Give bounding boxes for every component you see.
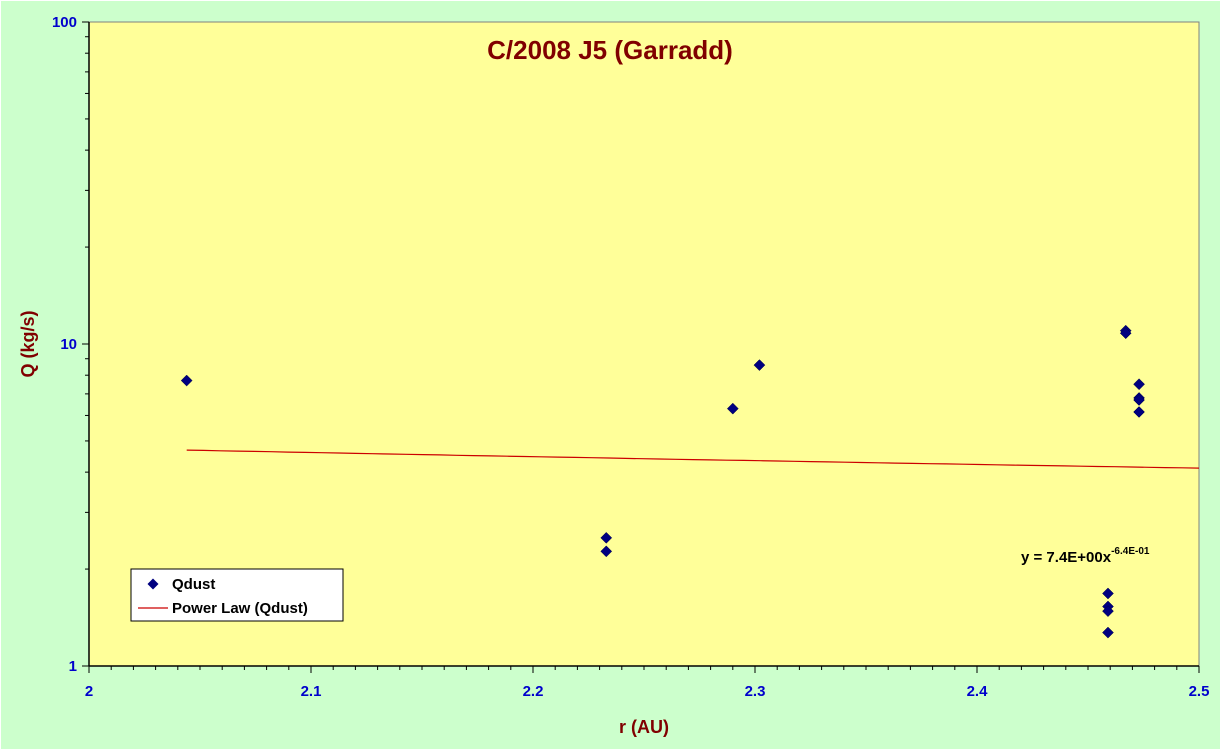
data-point <box>600 532 613 544</box>
x-tick-label: 2.3 <box>745 683 766 700</box>
data-point <box>726 402 739 415</box>
data-point <box>1102 587 1114 600</box>
power-law-fit-line <box>186 449 1200 469</box>
x-tick-label: 2.2 <box>523 683 544 700</box>
x-tick-label: 2.4 <box>967 683 989 700</box>
fit-line-group <box>186 449 1200 469</box>
x-tick-label: 2.1 <box>301 683 322 700</box>
x-tick-label: 2.5 <box>1189 683 1210 700</box>
legend-box <box>130 568 344 622</box>
y-tick-label: 10 <box>60 336 77 353</box>
data-point <box>1102 605 1114 618</box>
data-point <box>1133 394 1145 406</box>
fit-equation-exponent: -6.4E-01 <box>1111 546 1150 557</box>
data-point <box>1102 626 1114 639</box>
y-tick-labels: 1 10 100 <box>52 14 77 675</box>
data-point <box>1133 378 1145 391</box>
data-points <box>180 324 1145 639</box>
y-tick-label: 100 <box>52 14 77 31</box>
fit-equation: y = 7.4E+00x-6.4E-01 <box>1021 546 1150 566</box>
legend-label-power-law: Power Law (Qdust) <box>172 600 308 617</box>
data-point <box>1133 406 1145 418</box>
data-point <box>1119 327 1132 340</box>
y-tick-label: 1 <box>69 658 77 675</box>
legend-marker-qdust <box>147 578 159 590</box>
data-point <box>753 359 766 371</box>
data-point <box>600 545 613 558</box>
x-tick-labels: 2 2.1 2.2 2.3 2.4 2.5 <box>85 683 1210 700</box>
legend: Qdust Power Law (Qdust) <box>130 568 344 622</box>
plot-area <box>88 21 1200 667</box>
fit-equation-base: y = 7.4E+00x <box>1021 549 1112 566</box>
chart-title: C/2008 J5 (Garradd) <box>487 35 733 65</box>
legend-label-qdust: Qdust <box>172 576 215 593</box>
x-axis-label: r (AU) <box>619 717 669 737</box>
data-point <box>180 374 193 387</box>
axis-ticks <box>82 21 1200 673</box>
y-axis-label: Q (kg/s) <box>18 310 38 377</box>
x-tick-label: 2 <box>85 683 93 700</box>
